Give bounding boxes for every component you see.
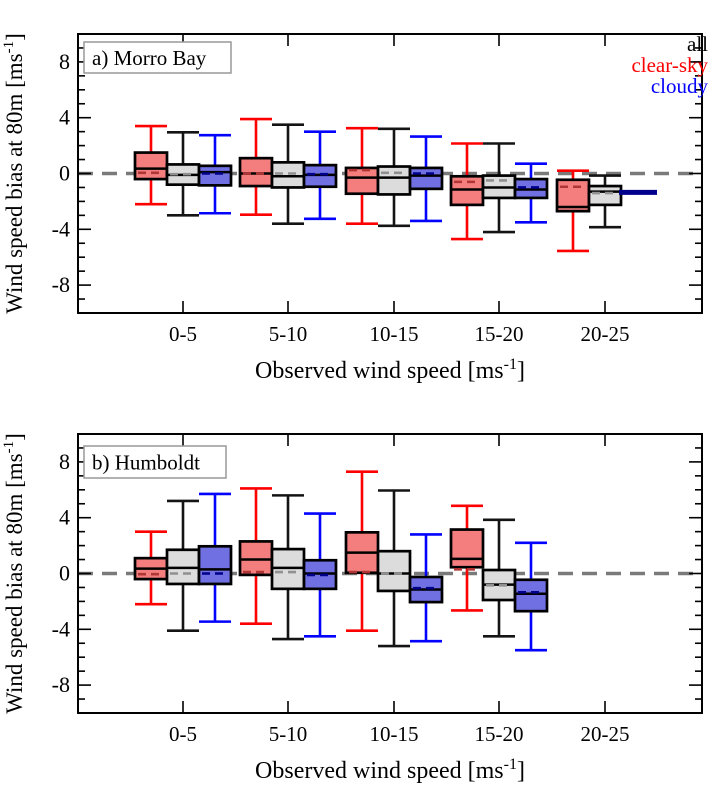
box-cloudy-10-15: [408, 533, 444, 643]
panel-a: 8 4 0 -4 -8 0-5 5-10 10-15 15-20 20-25 a) Morro Ba…: [1, 32, 708, 384]
iqr-box: [449, 528, 485, 569]
panel-b: 8 4 0 -4 -8 0-5 5-10 10-15 15-20 20-25 b) Humboldt…: [1, 433, 703, 784]
box-cloudy-5-10: [302, 512, 338, 638]
box-all-10-15: [376, 127, 412, 228]
box-clear-sky-10-15: [344, 470, 380, 632]
box-cloudy-15-20: [513, 541, 549, 652]
box-clear-sky-15-20: [449, 142, 485, 241]
x-tick-label: 15-20: [475, 722, 524, 746]
box-all-20-25: [587, 174, 623, 229]
x-tick-label: 5-10: [269, 322, 308, 346]
box-clear-sky-15-20: [449, 504, 485, 612]
x-tick-label: 20-25: [581, 722, 630, 746]
y-tick-label: 0: [59, 161, 70, 186]
x-axis-title: Observed wind speed [ms-1]: [255, 356, 525, 384]
y-axis-title: Wind speed bias at 80m [ms-1]: [1, 433, 27, 714]
iqr-box: [197, 544, 233, 586]
y-tick-label: -4: [52, 216, 70, 241]
y-axis-title: Wind speed bias at 80m [ms-1]: [1, 33, 27, 314]
box-clear-sky-0-5: [133, 530, 169, 606]
panel-title: b) Humboldt: [92, 451, 200, 475]
box-cloudy-15-20: [513, 162, 549, 224]
y-tick-label: 4: [59, 505, 70, 530]
panel-title-box: [83, 41, 232, 74]
box-all-0-5: [165, 131, 201, 217]
iqr-box: [238, 156, 274, 188]
iqr-box: [513, 578, 549, 613]
box-cloudy-10-15: [408, 135, 444, 223]
box-all-10-15: [376, 489, 412, 648]
box-all-15-20: [481, 142, 517, 234]
panel-title: a) Morro Bay: [92, 46, 207, 70]
box-clear-sky-5-10: [238, 117, 274, 216]
iqr-box: [133, 151, 169, 181]
x-tick-label: 10-15: [370, 322, 419, 346]
iqr-box: [408, 166, 444, 191]
legend-item-cloudy: cloudy: [651, 74, 709, 98]
x-tick-label: 20-25: [581, 322, 630, 346]
box-all-5-10: [270, 494, 306, 641]
iqr-box: [376, 549, 412, 593]
iqr-box: [238, 540, 274, 577]
x-tick-label: 10-15: [370, 722, 419, 746]
y-tick-label: -8: [52, 272, 70, 297]
y-tick-label: 0: [59, 561, 70, 586]
box-cloudy-5-10: [302, 130, 338, 221]
x-tick-label: 0-5: [169, 722, 197, 746]
box-all-0-5: [165, 499, 201, 632]
y-tick-label: -4: [52, 616, 70, 641]
box-cloudy-0-5: [197, 133, 233, 215]
x-tick-label: 15-20: [475, 322, 524, 346]
box-all-15-20: [481, 518, 517, 638]
x-tick-label: 0-5: [169, 322, 197, 346]
legend-item-all: all: [687, 32, 708, 56]
iqr-box: [197, 164, 233, 187]
iqr-box: [587, 184, 623, 207]
iqr-box: [344, 166, 380, 196]
x-axis-title: Observed wind speed [ms-1]: [255, 756, 525, 784]
x-tick-label: 5-10: [269, 722, 308, 746]
iqr-box: [376, 165, 412, 196]
iqr-box: [270, 160, 306, 189]
panel-title-box: [83, 445, 227, 479]
box-clear-sky-10-15: [344, 126, 380, 226]
box-cloudy-0-5: [197, 492, 233, 623]
y-tick-label: -8: [52, 672, 70, 697]
y-tick-label: 8: [59, 449, 70, 474]
y-tick-label: 8: [59, 49, 70, 74]
box-clear-sky-20-25: [555, 169, 591, 253]
box-all-5-10: [270, 123, 306, 226]
legend-item-clear-sky: clear-sky: [631, 53, 708, 77]
y-tick-label: 4: [59, 105, 70, 130]
